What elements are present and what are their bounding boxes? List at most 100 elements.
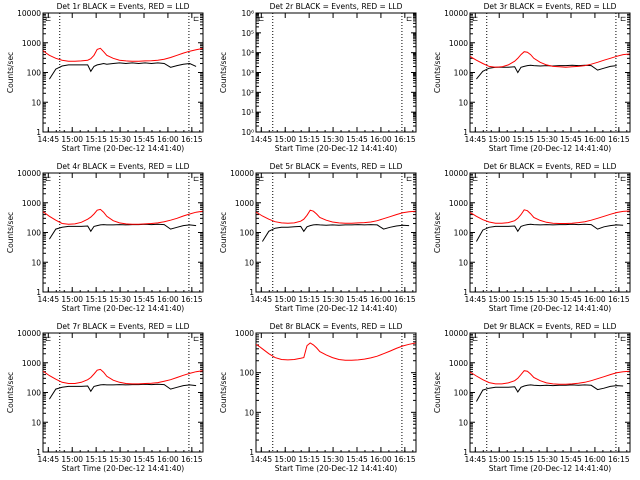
- y-tick-label: 10000: [444, 9, 468, 18]
- x-tick-label: 16:00: [370, 455, 392, 464]
- y-tick-label: 1: [249, 448, 254, 457]
- y-tick-label: 100: [27, 69, 42, 78]
- x-tick-label: 16:00: [370, 295, 392, 304]
- x-axis-label: Start Time (20-Dec-12 14:41:40): [275, 304, 397, 313]
- x-tick-label: 15:00: [274, 295, 296, 304]
- corner-marker-left: ⊏: [258, 14, 264, 23]
- y-tick-label: 100: [240, 229, 255, 238]
- x-tick-label: 15:00: [274, 135, 296, 144]
- x-tick-label: 15:00: [488, 135, 510, 144]
- x-tick-label: 16:00: [157, 455, 179, 464]
- y-axis-label: Counts/sec: [433, 212, 442, 253]
- y-tick-label: 1000: [449, 359, 468, 368]
- panel-det-2: Det 2r BLACK = Events, RED = LLD 10⁰ 10¹ 10…: [219, 2, 417, 153]
- panel-title: Det 8r BLACK = Events, RED = LLD: [270, 322, 403, 331]
- panel-det-6: Det 6r BLACK = Events, RED = LLD 1 10 100 10…: [433, 162, 631, 313]
- x-tick-label: 15:15: [298, 135, 320, 144]
- y-axis-label: Counts/sec: [219, 52, 228, 93]
- x-tick-label: 15:30: [536, 455, 558, 464]
- y-tick-label: 10⁴: [241, 49, 254, 58]
- x-tick-label: 15:15: [512, 455, 534, 464]
- x-tick-label: 15:30: [536, 135, 558, 144]
- y-tick-label: 1000: [22, 39, 41, 48]
- plot-frame: [42, 332, 204, 453]
- x-tick-label: 15:45: [346, 455, 368, 464]
- corner-marker-right: ⊏: [193, 14, 199, 23]
- x-tick-label: 14:45: [37, 295, 59, 304]
- y-tick-label: 1000: [22, 359, 41, 368]
- y-axis-label: Counts/sec: [6, 52, 15, 93]
- x-tick-label: 15:15: [85, 295, 107, 304]
- y-tick-label: 1: [36, 448, 41, 457]
- y-tick-label: 10000: [17, 9, 41, 18]
- panel-det-9: Det 9r BLACK = Events, RED = LLD 1 10 100 10…: [433, 322, 631, 473]
- y-tick-label: 100: [27, 389, 42, 398]
- series-events-line: [48, 223, 197, 240]
- x-tick-label: 16:00: [584, 135, 606, 144]
- x-tick-label: 15:45: [133, 455, 155, 464]
- x-tick-label: 15:15: [298, 295, 320, 304]
- series-events-line: [475, 223, 624, 242]
- x-tick-label: 14:45: [37, 455, 59, 464]
- x-tick-label: 15:45: [346, 295, 368, 304]
- y-tick-label: 10: [244, 408, 254, 417]
- x-tick-label: 15:45: [560, 295, 582, 304]
- series-events-line: [48, 383, 197, 400]
- plot-frame: [42, 172, 204, 293]
- corner-marker-left: ⊏: [45, 334, 51, 343]
- y-tick-label: 10000: [17, 329, 41, 338]
- corner-marker-left: ⊏: [45, 174, 51, 183]
- x-tick-label: 15:15: [85, 455, 107, 464]
- panel-det-3: Det 3r BLACK = Events, RED = LLD 1 10 100 10…: [433, 2, 631, 153]
- x-tick-label: 14:45: [250, 455, 272, 464]
- x-tick-label: 16:00: [370, 135, 392, 144]
- y-tick-label: 1000: [449, 199, 468, 208]
- x-tick-label: 15:45: [133, 135, 155, 144]
- y-axis-label: Counts/sec: [6, 212, 15, 253]
- y-tick-label: 100: [27, 229, 42, 238]
- panel-det-1: Det 1r BLACK = Events, RED = LLD 1 10 100 10…: [6, 2, 204, 153]
- series-events-line: [48, 62, 197, 80]
- y-tick-label: 10: [458, 98, 468, 107]
- panel-title: Det 3r BLACK = Events, RED = LLD: [484, 2, 617, 11]
- panel-title: Det 4r BLACK = Events, RED = LLD: [57, 162, 190, 171]
- x-axis-label: Start Time (20-Dec-12 14:41:40): [275, 144, 397, 153]
- x-tick-label: 16:00: [157, 295, 179, 304]
- y-tick-label: 1: [36, 128, 41, 137]
- x-tick-label: 15:00: [488, 455, 510, 464]
- x-tick-label: 15:30: [322, 295, 344, 304]
- x-tick-label: 15:15: [85, 135, 107, 144]
- x-tick-label: 15:30: [109, 455, 131, 464]
- y-tick-label: 10²: [241, 88, 254, 97]
- plot-frame: [469, 172, 631, 293]
- x-tick-label: 16:15: [608, 455, 630, 464]
- y-tick-label: 10: [31, 98, 41, 107]
- y-tick-label: 10: [31, 258, 41, 267]
- y-tick-label: 10¹: [241, 108, 254, 117]
- y-tick-label: 1: [463, 288, 468, 297]
- corner-marker-right: ⊏: [406, 174, 412, 183]
- y-tick-label: 10000: [17, 169, 41, 178]
- x-tick-label: 16:15: [394, 135, 416, 144]
- panel-det-5: Det 5r BLACK = Events, RED = LLD 1 10 100 10…: [219, 162, 417, 313]
- y-axis-label: Counts/sec: [433, 372, 442, 413]
- corner-marker-left: ⊏: [45, 14, 51, 23]
- x-tick-label: 16:15: [608, 135, 630, 144]
- corner-marker-left: ⊏: [472, 334, 478, 343]
- y-tick-label: 100: [454, 69, 469, 78]
- x-tick-label: 15:00: [488, 295, 510, 304]
- corner-marker-right: ⊏: [193, 174, 199, 183]
- corner-marker-right: ⊏: [620, 174, 626, 183]
- series-lld-line: [43, 208, 203, 225]
- x-axis-label: Start Time (20-Dec-12 14:41:40): [489, 144, 611, 153]
- corner-marker-left: ⊏: [472, 174, 478, 183]
- panel-title: Det 9r BLACK = Events, RED = LLD: [484, 322, 617, 331]
- series-lld-line: [470, 209, 630, 224]
- x-tick-label: 15:00: [274, 455, 296, 464]
- y-axis-label: Counts/sec: [6, 372, 15, 413]
- panel-det-7: Det 7r BLACK = Events, RED = LLD 1 10 100 10…: [6, 322, 204, 473]
- y-tick-label: 10: [244, 258, 254, 267]
- x-tick-label: 16:15: [394, 295, 416, 304]
- series-lld-line: [256, 342, 416, 361]
